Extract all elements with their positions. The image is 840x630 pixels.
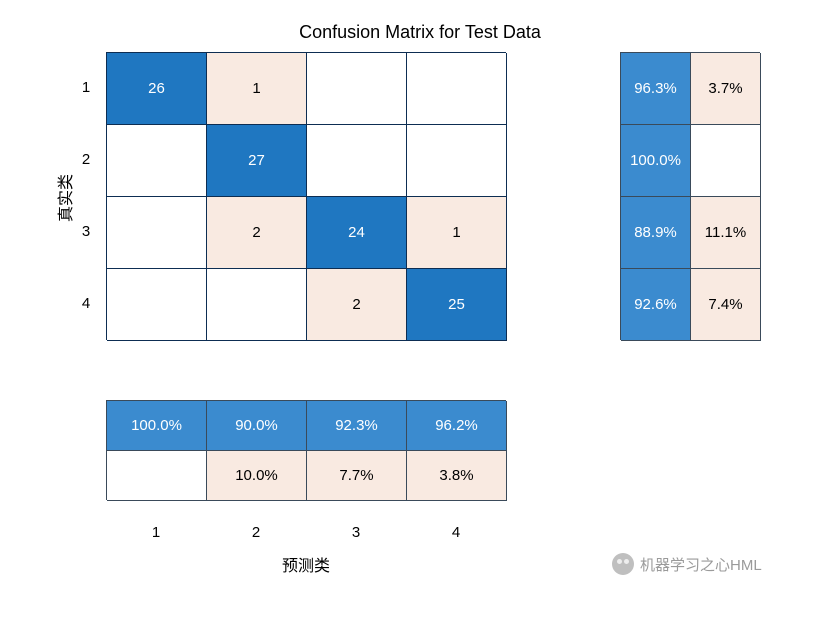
- col-summary-cell: [107, 451, 207, 501]
- confusion-matrix-cell: [107, 125, 207, 197]
- confusion-matrix-cell: [407, 125, 507, 197]
- y-tick: 3: [76, 223, 96, 240]
- x-tick: 3: [306, 524, 406, 541]
- confusion-matrix-cell: 1: [207, 53, 307, 125]
- y-tick: 2: [76, 151, 96, 168]
- watermark: 机器学习之心HML: [612, 553, 762, 575]
- col-summary-cell: 10.0%: [207, 451, 307, 501]
- row-summary-cell: 96.3%: [621, 53, 691, 125]
- confusion-matrix-cell: 2: [307, 269, 407, 341]
- confusion-matrix-cell: 2: [207, 197, 307, 269]
- row-summary: 96.3%3.7%100.0%88.9%11.1%92.6%7.4%: [620, 52, 760, 340]
- x-tick: 1: [106, 524, 206, 541]
- row-summary-cell: 11.1%: [691, 197, 761, 269]
- col-summary-cell: 3.8%: [407, 451, 507, 501]
- row-summary-cell: 88.9%: [621, 197, 691, 269]
- confusion-matrix-cell: [107, 269, 207, 341]
- col-summary-cell: 7.7%: [307, 451, 407, 501]
- col-summary-cell: 96.2%: [407, 401, 507, 451]
- row-summary-cell: [691, 125, 761, 197]
- confusion-matrix-cell: [307, 125, 407, 197]
- confusion-matrix-cell: 25: [407, 269, 507, 341]
- x-tick: 4: [406, 524, 506, 541]
- row-summary-cell: 92.6%: [621, 269, 691, 341]
- row-summary-cell: 7.4%: [691, 269, 761, 341]
- col-summary: 100.0%90.0%92.3%96.2% 10.0%7.7%3.8%: [106, 400, 506, 500]
- chart-title: Confusion Matrix for Test Data: [0, 22, 840, 43]
- col-summary-cell: 92.3%: [307, 401, 407, 451]
- confusion-matrix-cell: [307, 53, 407, 125]
- row-summary-cell: 3.7%: [691, 53, 761, 125]
- confusion-matrix: 261272241225: [106, 52, 506, 340]
- watermark-icon: [612, 553, 634, 575]
- confusion-matrix-cell: 27: [207, 125, 307, 197]
- y-axis-label: 真实类: [52, 174, 76, 222]
- col-summary-cell: 90.0%: [207, 401, 307, 451]
- confusion-matrix-cell: 26: [107, 53, 207, 125]
- y-tick: 1: [76, 79, 96, 96]
- y-tick: 4: [76, 295, 96, 312]
- confusion-matrix-cell: 1: [407, 197, 507, 269]
- confusion-matrix-cell: [207, 269, 307, 341]
- confusion-matrix-cell: [407, 53, 507, 125]
- row-summary-cell: 100.0%: [621, 125, 691, 197]
- watermark-text: 机器学习之心HML: [640, 554, 762, 575]
- confusion-matrix-cell: 24: [307, 197, 407, 269]
- x-tick: 2: [206, 524, 306, 541]
- confusion-matrix-cell: [107, 197, 207, 269]
- col-summary-cell: 100.0%: [107, 401, 207, 451]
- x-axis-label: 预测类: [106, 552, 506, 576]
